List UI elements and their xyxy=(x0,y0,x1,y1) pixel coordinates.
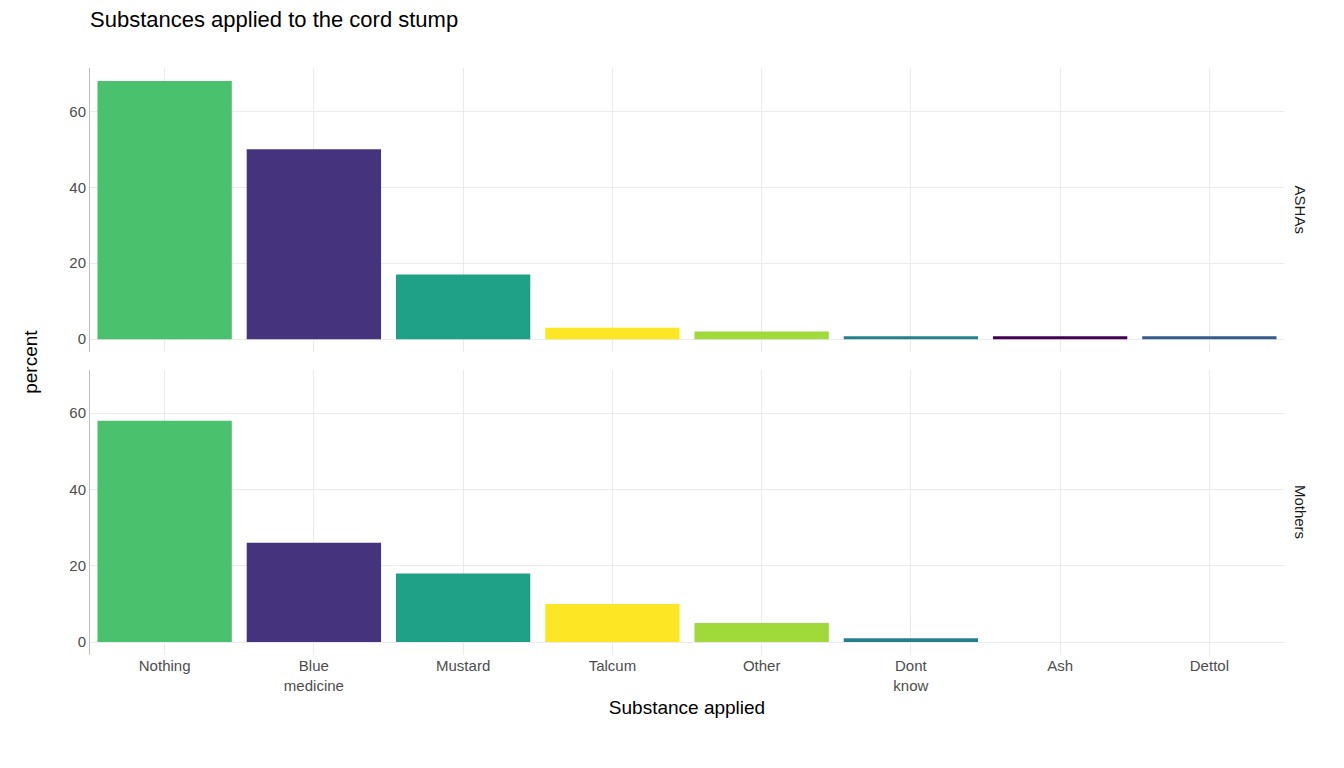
svg-text:40: 40 xyxy=(69,179,86,196)
svg-text:Ash: Ash xyxy=(1047,657,1073,674)
svg-text:Dontknow: Dontknow xyxy=(893,657,928,694)
svg-text:20: 20 xyxy=(69,557,86,574)
svg-text:0: 0 xyxy=(78,633,86,650)
svg-text:60: 60 xyxy=(69,404,86,421)
svg-text:percent: percent xyxy=(20,330,41,394)
svg-text:ASHAs: ASHAs xyxy=(1292,186,1309,234)
svg-text:Nothing: Nothing xyxy=(139,657,191,674)
svg-text:0: 0 xyxy=(78,330,86,347)
svg-text:Substances applied to the cord: Substances applied to the cord stump xyxy=(90,7,458,32)
svg-text:60: 60 xyxy=(69,103,86,120)
svg-text:Mothers: Mothers xyxy=(1292,485,1309,539)
svg-text:Talcum: Talcum xyxy=(589,657,637,674)
svg-text:Other: Other xyxy=(743,657,781,674)
svg-text:Bluemedicine: Bluemedicine xyxy=(284,657,344,694)
svg-text:20: 20 xyxy=(69,254,86,271)
svg-text:Substance applied: Substance applied xyxy=(609,697,765,718)
svg-text:Mustard: Mustard xyxy=(436,657,490,674)
svg-text:Dettol: Dettol xyxy=(1190,657,1229,674)
svg-text:40: 40 xyxy=(69,481,86,498)
